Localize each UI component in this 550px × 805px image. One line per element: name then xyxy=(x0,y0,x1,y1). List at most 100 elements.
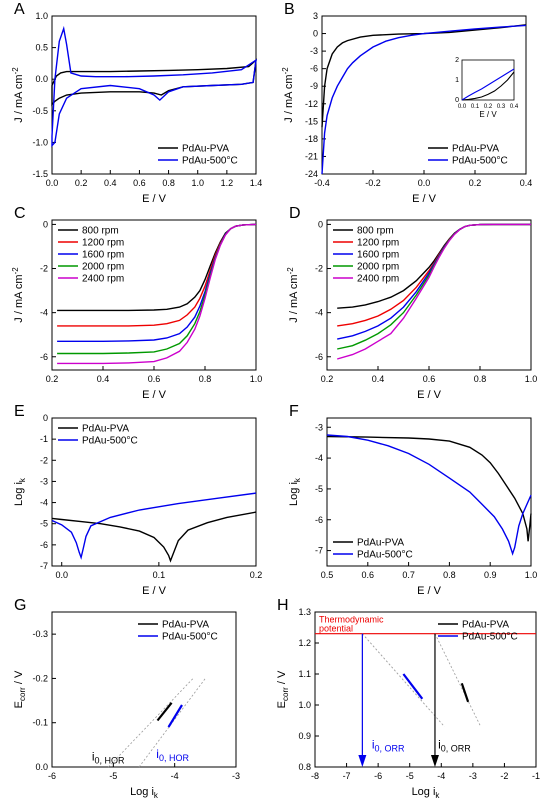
x-tick-label: -3 xyxy=(232,771,240,781)
y-axis-label: J / mA cm-2 xyxy=(286,267,300,323)
tafel-extrapolation-line xyxy=(362,633,445,727)
panel-d: D 0.2 0.4 0.6 0.8 1.0 -6 -4 -2 0 E / V J / mA cm-2 8… xyxy=(286,205,537,401)
y-tick-label: 0.5 xyxy=(35,43,48,53)
y-tick-label: 3 xyxy=(313,11,318,21)
tafel-extrapolation-line xyxy=(434,633,482,727)
legend-label: 1200 rpm xyxy=(82,238,124,249)
y-tick-label: -6 xyxy=(315,515,323,525)
series-line-1 xyxy=(51,511,257,563)
inset-x-tick-label: 0.4 xyxy=(510,104,519,110)
series-line-1 xyxy=(51,58,257,107)
y-tick-label: 1.3 xyxy=(298,607,311,617)
y-tick-label: -6 xyxy=(315,352,323,362)
x-tick-label: -2 xyxy=(500,771,508,781)
legend-label: PdAu-PVA xyxy=(357,538,404,549)
tafel-extrapolation-line xyxy=(108,678,194,768)
inset-x-tick-label: 0.3 xyxy=(497,104,506,110)
y-tick-label: -0.3 xyxy=(32,629,48,639)
y-tick-label: 0.9 xyxy=(298,731,311,741)
x-tick-label: -5 xyxy=(109,771,117,781)
x-axis-label: E / V xyxy=(142,585,167,597)
panel-letter: E xyxy=(14,403,25,420)
inset-y-tick-label: 0 xyxy=(455,97,459,104)
x-tick-label: 0.6 xyxy=(423,374,436,384)
series-line-2 xyxy=(402,673,424,700)
panel-b: B -0.4 -0.2 0.0 0.2 0.4 -24 -21 -18 -15 -12 -9 -6 -3 0… xyxy=(281,1,532,205)
x-tick-label: 0.6 xyxy=(362,570,375,580)
x-tick-label: 0.2 xyxy=(46,374,59,384)
x-tick-label: 1.0 xyxy=(191,178,204,188)
y-tick-label: -3 xyxy=(310,46,318,56)
y-tick-label: 0 xyxy=(313,29,318,39)
series-line-1 xyxy=(326,435,532,542)
y-tick-label: -6 xyxy=(40,540,48,550)
series-line-1 xyxy=(460,682,470,703)
y-tick-label: -6 xyxy=(310,64,318,74)
panel-letter: F xyxy=(289,403,299,420)
x-tick-label: 0.4 xyxy=(97,374,110,384)
y-axis-label: Ecorr / V xyxy=(276,670,290,708)
exchange-current-label: i0, HOR xyxy=(92,749,125,765)
y-tick-label: 1.0 xyxy=(35,11,48,21)
legend-label: 2400 rpm xyxy=(82,274,124,285)
series-line-2 xyxy=(167,704,183,728)
x-tick-label: 0.6 xyxy=(133,178,146,188)
series-line-5 xyxy=(57,223,257,365)
x-tick-label: 0.8 xyxy=(162,178,175,188)
plot-frame xyxy=(314,611,537,768)
tafel-extrapolation-line xyxy=(138,678,206,768)
y-tick-label: -2 xyxy=(40,264,48,274)
panel-e: E 0.0 0.1 0.2 -7 -6 -5 -4 -3 -2 -1 0 E / V Log ik PdAu… xyxy=(13,403,262,597)
y-tick-label: -7 xyxy=(315,546,323,556)
series-line-2 xyxy=(326,434,532,556)
x-tick-label: 0.0 xyxy=(46,178,59,188)
y-tick-label: -15 xyxy=(305,116,318,126)
inset-x-tick-label: 0.2 xyxy=(484,104,493,110)
legend-label: 2000 rpm xyxy=(82,262,124,273)
y-tick-label: -3 xyxy=(315,422,323,432)
x-tick-label: 0.8 xyxy=(199,374,212,384)
series-line-2 xyxy=(51,492,257,560)
x-tick-label: -1 xyxy=(532,771,540,781)
x-tick-label: 0.2 xyxy=(250,570,263,580)
y-tick-label: 0.0 xyxy=(35,762,48,772)
y-tick-label: -1 xyxy=(40,434,48,444)
x-tick-label: -4 xyxy=(171,771,179,781)
drop-arrow xyxy=(430,755,439,767)
threshold-label: Thermodynamic xyxy=(319,615,384,625)
inset-x-tick-label: 0.0 xyxy=(458,104,467,110)
x-tick-label: -3 xyxy=(469,771,477,781)
threshold-label: potential xyxy=(319,624,353,634)
y-tick-label: -18 xyxy=(305,134,318,144)
inset-y-tick-label: 2 xyxy=(455,57,459,64)
y-tick-label: -24 xyxy=(305,169,318,179)
x-axis-label: E / V xyxy=(417,389,442,401)
x-tick-label: 0.4 xyxy=(372,374,385,384)
legend-label: 2000 rpm xyxy=(357,262,399,273)
panel-letter: A xyxy=(14,1,25,18)
legend-label: PdAu-PVA xyxy=(162,620,209,631)
x-axis-label: E / V xyxy=(142,389,167,401)
series-line-2 xyxy=(51,25,257,148)
legend-label: PdAu-500°C xyxy=(452,156,508,167)
y-tick-label: 1.0 xyxy=(298,700,311,710)
x-tick-label: 0.8 xyxy=(443,570,456,580)
y-tick-label: -2 xyxy=(40,455,48,465)
x-tick-label: 0.0 xyxy=(418,178,431,188)
y-tick-label: 0.0 xyxy=(35,74,48,84)
x-tick-label: 0.1 xyxy=(153,570,166,580)
y-tick-label: 0 xyxy=(43,219,48,229)
legend-label: PdAu-PVA xyxy=(182,144,229,155)
inset-x-tick-label: 0.1 xyxy=(471,104,480,110)
plot-frame xyxy=(51,417,257,567)
legend-label: PdAu-500°C xyxy=(357,550,413,561)
panel-h: H -8 -7 -6 -5 -4 -3 -2 -1 0.8 0.9 1.0 1.1 1.2 1.3 Log i… xyxy=(276,597,540,800)
y-axis-label: J / mA cm-2 xyxy=(281,67,295,123)
x-tick-label: 0.0 xyxy=(55,570,68,580)
x-tick-label: 0.5 xyxy=(321,570,334,580)
panel-letter: D xyxy=(289,205,301,222)
x-tick-label: -0.2 xyxy=(365,178,381,188)
legend-label: PdAu-500°C xyxy=(162,632,218,643)
exchange-current-label: i0, ORR xyxy=(438,737,471,753)
